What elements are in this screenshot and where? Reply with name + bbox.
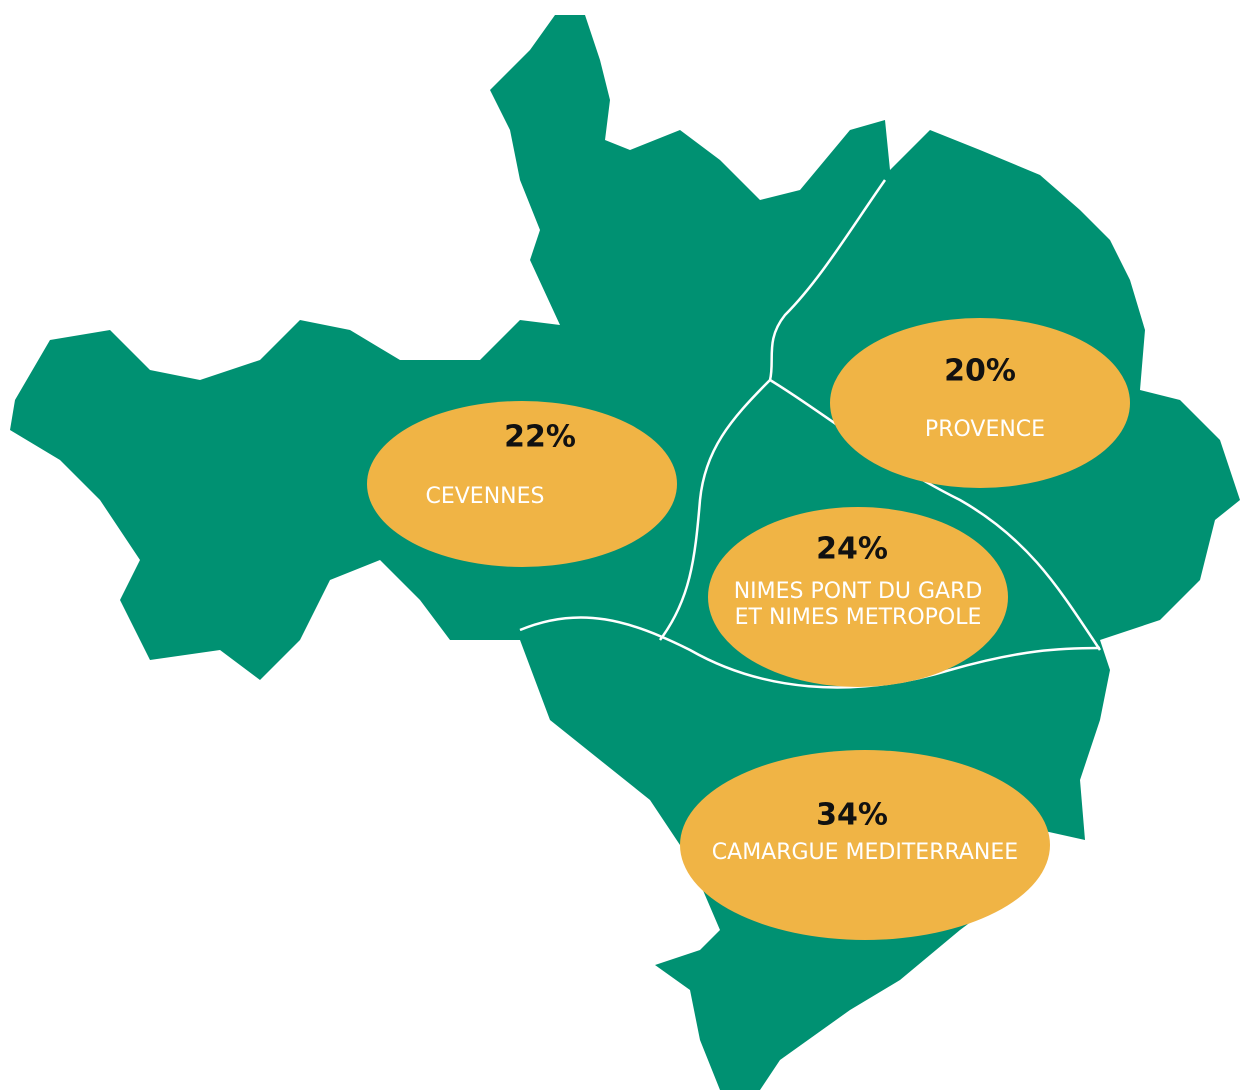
region-bubble — [367, 401, 677, 567]
region-name: CAMARGUE MEDITERRANEE — [712, 840, 1018, 865]
territory — [10, 15, 1240, 1090]
region-bubble — [830, 318, 1130, 488]
region-name: CEVENNES — [426, 484, 545, 509]
region-share: 34% — [816, 798, 888, 833]
borders — [519, 179, 1102, 689]
region-name: PROVENCE — [925, 417, 1045, 442]
region-bubble — [680, 750, 1050, 940]
region-name: ET NIMES METROPOLE — [735, 605, 982, 630]
border — [769, 378, 1102, 651]
region-labels: 22% CEVENNES 20% PROVENCE 24% NIMES PONT DU G… — [367, 318, 1130, 940]
border — [658, 179, 887, 641]
region-share: 20% — [944, 354, 1016, 389]
region-name: NIMES PONT DU GARD — [734, 579, 983, 604]
region-share: 22% — [504, 420, 576, 455]
border — [519, 616, 1101, 689]
region-share: 24% — [816, 532, 888, 567]
region-bubble — [708, 507, 1008, 687]
